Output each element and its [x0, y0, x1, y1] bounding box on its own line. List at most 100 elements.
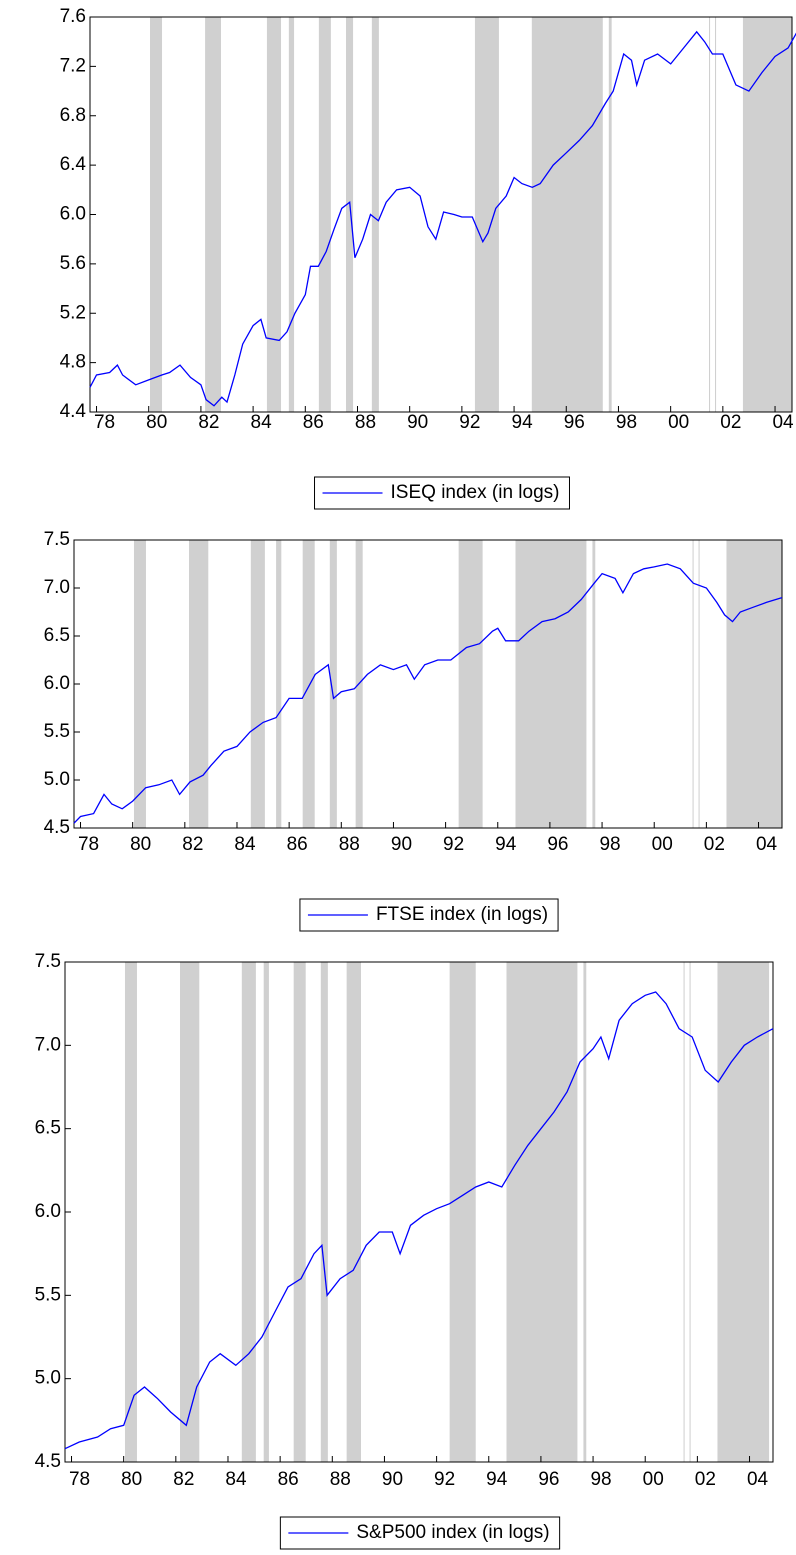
x-tick-label: 02: [704, 834, 725, 855]
y-tick-label: 6.0: [35, 1201, 61, 1222]
x-tick-label: 02: [695, 1469, 716, 1490]
shaded-period: [689, 962, 691, 1462]
y-tick-label: 4.8: [60, 352, 86, 373]
x-tick-label: 98: [616, 412, 637, 433]
shaded-period: [318, 17, 331, 412]
y-tick-label: 6.8: [60, 105, 86, 126]
shaded-period: [683, 962, 685, 1462]
x-tick-label: 82: [182, 834, 203, 855]
y-tick-label: 4.4: [60, 401, 87, 422]
shaded-period: [124, 962, 137, 1462]
shaded-period: [288, 17, 295, 412]
shaded-period: [515, 540, 587, 828]
x-tick-label: 80: [121, 1469, 142, 1490]
shaded-period: [189, 540, 209, 828]
y-tick-label: 4.5: [44, 817, 70, 838]
shaded-period: [346, 962, 361, 1462]
shaded-period: [150, 17, 163, 412]
legend-box: [314, 476, 570, 510]
x-tick-label: 88: [339, 834, 360, 855]
x-tick-label: 82: [198, 412, 219, 433]
shaded-period: [726, 540, 782, 828]
plot-frame: [89, 16, 793, 413]
x-tick-label: 96: [564, 412, 585, 433]
shaded-period: [608, 17, 612, 412]
x-tick-label: 92: [434, 1469, 455, 1490]
shaded-period: [717, 962, 770, 1462]
x-tick-label: 98: [599, 834, 620, 855]
y-tick-label: 7.2: [60, 55, 86, 76]
y-tick-label: 5.5: [35, 1284, 61, 1305]
shaded-period: [583, 962, 587, 1462]
legend-label: S&P500 index (in logs): [356, 1522, 549, 1543]
x-tick-label: 04: [772, 412, 794, 433]
x-tick-label: 96: [547, 834, 568, 855]
shaded-period: [250, 540, 265, 828]
x-tick-label: 94: [495, 834, 517, 855]
x-tick-label: 90: [391, 834, 412, 855]
x-tick-label: 88: [330, 1469, 351, 1490]
y-tick-label: 5.2: [60, 302, 86, 323]
shaded-period: [742, 17, 792, 412]
shaded-period: [329, 540, 337, 828]
x-tick-label: 90: [407, 412, 428, 433]
shaded-period: [506, 962, 578, 1462]
x-tick-label: 94: [512, 412, 534, 433]
legend-box: [299, 898, 559, 932]
y-tick-label: 6.5: [44, 625, 70, 646]
x-tick-label: 98: [590, 1469, 611, 1490]
legend-box: [279, 1516, 561, 1550]
x-tick-label: 84: [234, 834, 256, 855]
shaded-period: [709, 17, 711, 412]
shaded-period: [320, 962, 328, 1462]
shaded-period: [302, 540, 315, 828]
x-tick-label: 92: [443, 834, 464, 855]
y-tick-label: 5.5: [44, 721, 70, 742]
series-line: [64, 991, 774, 1450]
shaded-period: [692, 540, 694, 828]
x-tick-label: 02: [720, 412, 741, 433]
shaded-period: [474, 17, 499, 412]
shaded-period: [133, 540, 146, 828]
x-tick-label: 86: [303, 412, 324, 433]
x-tick-label: 80: [146, 412, 167, 433]
shaded-period: [449, 962, 476, 1462]
x-tick-label: 92: [459, 412, 480, 433]
x-tick-label: 82: [173, 1469, 194, 1490]
x-tick-label: 96: [538, 1469, 559, 1490]
series-line: [89, 30, 796, 407]
shaded-period: [592, 540, 596, 828]
shaded-period: [458, 540, 483, 828]
y-tick-label: 6.0: [60, 204, 86, 225]
x-tick-label: 04: [747, 1469, 769, 1490]
x-tick-label: 04: [756, 834, 778, 855]
shaded-period: [205, 17, 222, 412]
shaded-period: [263, 962, 269, 1462]
y-tick-label: 5.0: [35, 1368, 61, 1389]
y-tick-label: 7.0: [35, 1034, 61, 1055]
shaded-period: [293, 962, 306, 1462]
shaded-period: [266, 17, 282, 412]
x-tick-label: 86: [287, 834, 308, 855]
shaded-period: [180, 962, 200, 1462]
legend-label: ISEQ index (in logs): [391, 482, 560, 503]
x-tick-label: 78: [78, 834, 99, 855]
shaded-period: [241, 962, 256, 1462]
shaded-period: [715, 17, 717, 412]
x-tick-label: 90: [382, 1469, 403, 1490]
x-tick-label: 78: [94, 412, 115, 433]
y-tick-label: 7.5: [44, 529, 70, 550]
shaded-period: [531, 17, 603, 412]
plot-frame: [64, 961, 774, 1463]
x-tick-label: 00: [643, 1469, 664, 1490]
x-tick-label: 80: [130, 834, 151, 855]
y-tick-label: 7.0: [44, 577, 70, 598]
plot-frame: [73, 539, 783, 829]
y-tick-label: 7.5: [35, 951, 61, 972]
y-tick-label: 6.5: [35, 1118, 61, 1139]
y-tick-label: 7.6: [60, 6, 86, 27]
x-tick-label: 78: [69, 1469, 90, 1490]
shaded-period: [371, 17, 379, 412]
y-tick-label: 5.0: [44, 769, 70, 790]
x-tick-label: 84: [251, 412, 273, 433]
